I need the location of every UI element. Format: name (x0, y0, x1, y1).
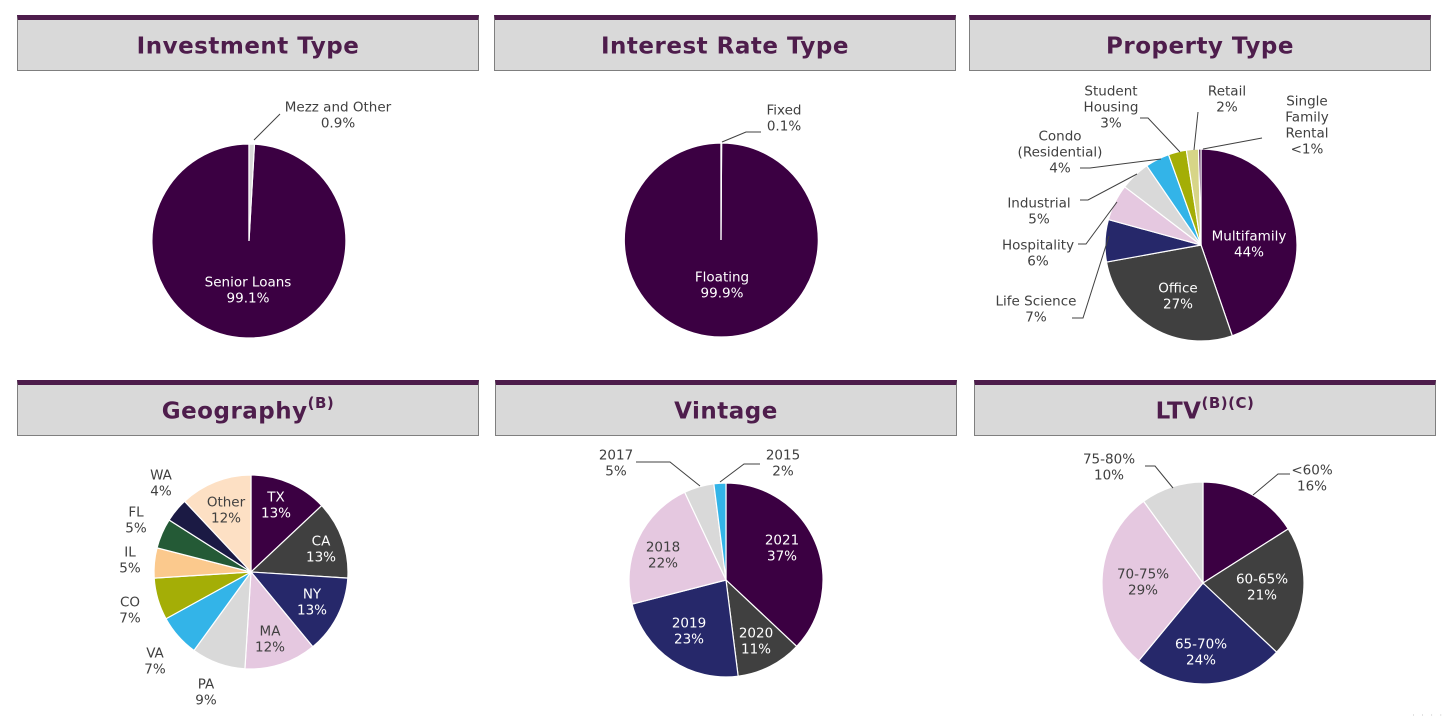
property-type-leader-student-housing (1140, 117, 1181, 153)
vintage-label-2015: 2015 2% (766, 448, 800, 480)
vintage-label-2021: 2021 37% (765, 533, 799, 565)
property-type-leader-life-science (1072, 235, 1110, 319)
vintage-slice-2015 (713, 482, 727, 581)
ltv-leader-75-80 (1145, 465, 1174, 489)
geography-label-il: IL 5% (119, 545, 141, 577)
property-type-leader-single-family-rental (1202, 137, 1263, 150)
interest-rate-type-pie: Floating 99.9% Fixed 0.1% (623, 103, 819, 338)
property-type-label-multifamily: Multifamily 44% (1212, 229, 1287, 261)
ltv-label-60-65: 60-65% 21% (1236, 572, 1288, 604)
ltv-slice-70-75 (1101, 500, 1204, 662)
vintage-slice-2019 (631, 579, 739, 678)
vintage-leader-2015 (719, 463, 760, 483)
ltv-slice-60 (1202, 481, 1290, 585)
vintage-label-2018: 2018 22% (646, 540, 680, 572)
ltv-label-75-80: 75-80% 10% (1083, 452, 1135, 484)
geography-label-va: VA 7% (144, 646, 166, 678)
panel-title: Geography(B) (161, 393, 335, 425)
property-type-label-office: Office 27% (1158, 281, 1197, 313)
panel-header-property-type: Property Type (969, 15, 1431, 71)
geography-slice-ma (244, 570, 314, 670)
property-type-leader-retail (1193, 111, 1199, 151)
interest-rate-type-label-floating: Floating 99.9% (695, 270, 749, 302)
ltv-pie: <60% 16% 60-65% 21% 65-70% 24% 70-75% 29% 75-80%… (1083, 452, 1333, 685)
ltv-slice-65-70 (1137, 582, 1278, 685)
property-type-slice-office (1105, 244, 1234, 342)
property-type-leader-industrial (1080, 173, 1138, 201)
property-type-leader-hospitality (1078, 201, 1118, 245)
vintage-label-2020: 2020 11% (739, 626, 773, 658)
geography-slice-other (183, 474, 252, 574)
ltv-label-60: <60% 16% (1291, 463, 1332, 495)
geography-label-tx: TX 13% (261, 490, 291, 522)
property-type-label-hospitality: Hospitality 6% (1002, 238, 1074, 270)
investment-type-label-mezz-and-other: Mezz and Other 0.9% (285, 100, 392, 132)
geography-slice-ny (249, 571, 349, 648)
ltv-label-65-70: 65-70% 24% (1175, 637, 1227, 669)
investment-type-slice-mezz-and-other (248, 143, 256, 242)
interest-rate-type-slice-fixed (720, 142, 723, 241)
vintage-leader-2017 (636, 461, 701, 487)
geography-label-pa: PA 9% (195, 677, 217, 709)
property-type-slice-multifamily (1200, 148, 1298, 337)
corner-dots: · · · · (1412, 711, 1444, 720)
panel-title: Property Type (1106, 33, 1294, 60)
panel-header-ltv: LTV(B)(C) (974, 380, 1436, 436)
ltv-leader-60 (1252, 473, 1290, 496)
investment-type-pie: Senior Loans 99.1% Mezz and Other 0.9% (151, 100, 392, 339)
vintage-slice-2020 (725, 578, 798, 677)
property-type-label-student-housing: Student Housing 3% (1084, 84, 1139, 132)
panel-header-vintage: Vintage (495, 380, 957, 436)
vintage-label-2019: 2019 23% (672, 616, 706, 648)
property-type-label-life-science: Life Science 7% (996, 294, 1077, 326)
property-type-label-condo-residential: Condo (Residential) 4% (1018, 129, 1103, 177)
panel-header-investment-type: Investment Type (17, 15, 479, 71)
interest-rate-type-label-fixed: Fixed 0.1% (767, 103, 802, 135)
geography-label-ma: MA 12% (255, 624, 285, 656)
vintage-pie: 2021 37% 2020 11% 2019 23% 2018 22% 2017 5% 2015 2% (599, 448, 824, 678)
property-type-label-single-family-rental: Single Family Rental <1% (1285, 94, 1328, 158)
property-type-label-industrial: Industrial 5% (1007, 196, 1070, 228)
geography-label-other: Other 12% (207, 495, 246, 527)
investment-type-leader-mezz-and-other (253, 113, 281, 141)
geography-label-fl: FL 5% (125, 505, 147, 537)
investment-type-label-senior-loans: Senior Loans 99.1% (205, 275, 292, 307)
panel-title: Interest Rate Type (600, 33, 849, 60)
geography-slice-tx (250, 474, 323, 574)
panel-header-interest-rate-type: Interest Rate Type (494, 15, 956, 71)
property-type-pie: Multifamily 44% Office 27% Life Science 7% Hos… (996, 84, 1329, 342)
geography-label-ca: CA 13% (306, 534, 336, 566)
vintage-label-2017: 2017 5% (599, 448, 633, 480)
geography-label-co: CO 7% (119, 595, 141, 627)
panel-title: LTV(B)(C) (1155, 393, 1255, 425)
geography-label-ny: NY 13% (297, 587, 327, 619)
property-type-leader-condo-residential (1080, 158, 1162, 169)
property-type-slice-single-family-rental (1197, 148, 1202, 246)
panel-header-geography: Geography(B) (17, 380, 479, 436)
panel-title: Investment Type (136, 33, 360, 60)
interest-rate-type-leader-fixed (721, 131, 761, 143)
ltv-slice-60-65 (1202, 528, 1305, 653)
geography-slice-ca (249, 504, 349, 579)
vintage-slice-2021 (725, 482, 824, 648)
ltv-label-70-75: 70-75% 29% (1117, 567, 1169, 599)
geography-pie: TX 13% CA 13% NY 13% MA 12% PA 9% VA 7%CO 7% IL 5% FL 5%… (119, 468, 349, 709)
vintage-slice-2018 (628, 491, 727, 605)
property-type-label-retail: Retail 2% (1208, 84, 1246, 116)
panel-title: Vintage (674, 398, 778, 425)
geography-label-wa: WA 4% (150, 468, 173, 500)
